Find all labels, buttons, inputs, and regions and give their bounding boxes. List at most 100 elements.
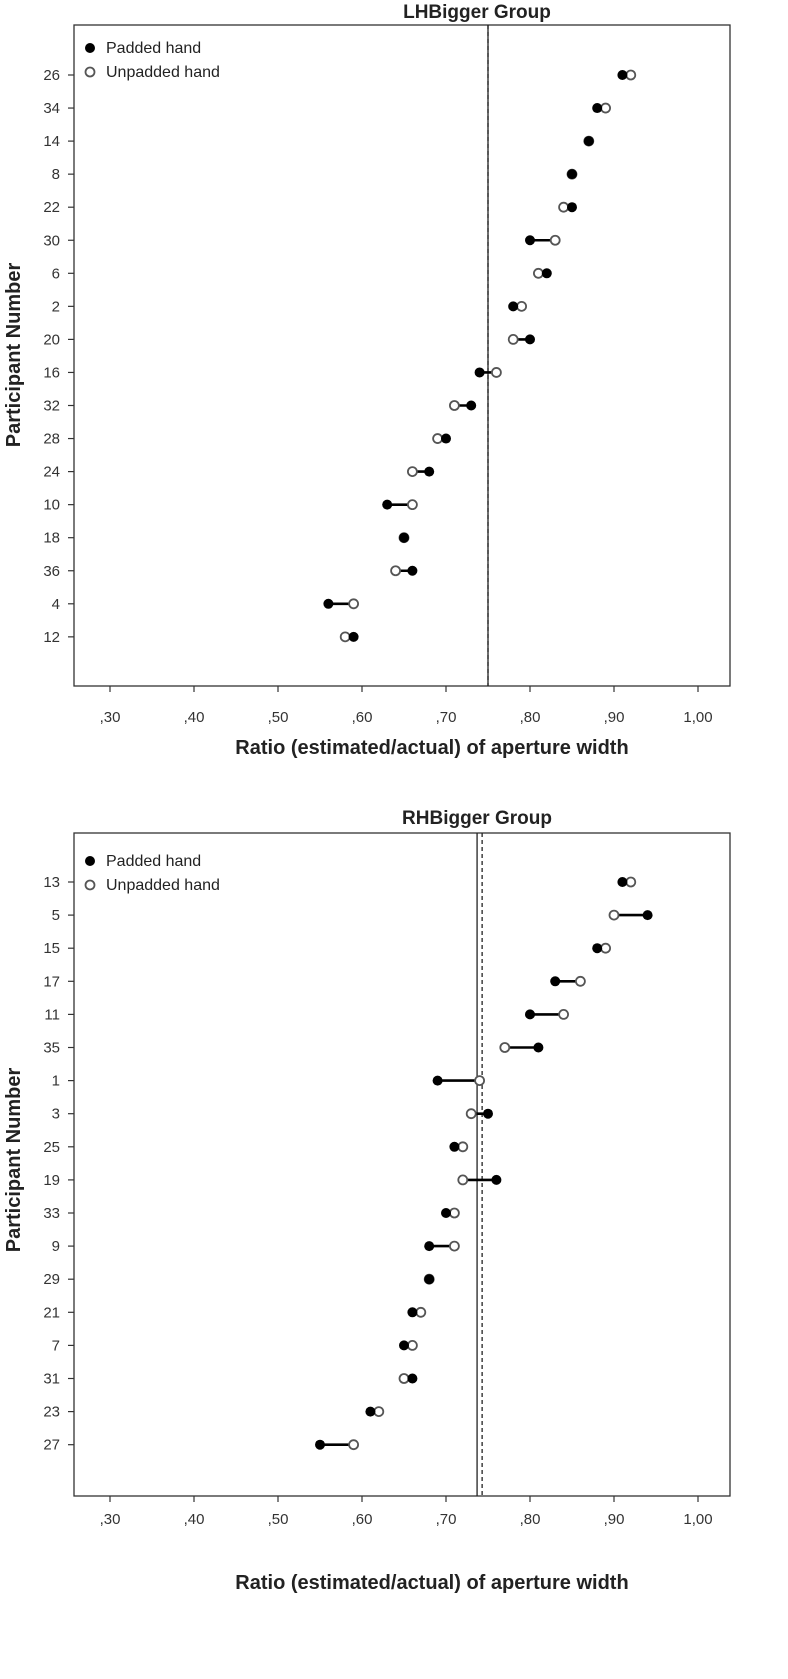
padded-hand-point [525, 235, 535, 246]
y-tick-label: 12 [43, 629, 60, 646]
padded-hand-point [424, 466, 435, 477]
y-tick-label: 2 [52, 298, 60, 315]
y-tick-label: 15 [43, 940, 60, 957]
padded-hand-point [424, 1274, 435, 1285]
unpadded-hand-point [507, 333, 519, 345]
y-tick-label: 23 [43, 1404, 60, 1421]
y-tick-label: 9 [52, 1238, 60, 1255]
y-tick-label: 24 [43, 464, 60, 481]
unpadded-hand-point [406, 466, 418, 478]
unpadded-hand-point [549, 234, 561, 246]
padded-hand-point [432, 1075, 443, 1086]
unpadded-hand-point [499, 1042, 511, 1053]
unpadded-hand-point [432, 433, 444, 444]
padded-hand-point [567, 169, 577, 180]
unpadded-hand-point [398, 1373, 410, 1384]
x-tick-label: ,60 [352, 709, 373, 726]
y-tick-label: 26 [43, 67, 60, 84]
x-tick-label: ,60 [352, 1511, 373, 1528]
y-tick-label: 34 [43, 100, 60, 117]
legend-label: Unpadded hand [106, 877, 220, 894]
padded-hand-point [407, 1307, 418, 1318]
y-tick-label: 35 [43, 1040, 60, 1057]
padded-hand-point [474, 367, 485, 378]
padded-hand-point [382, 499, 393, 510]
y-tick-label: 29 [43, 1271, 60, 1288]
unpadded-hand-point [348, 1439, 360, 1451]
legend-label: Padded hand [106, 40, 201, 57]
padded-hand-point [617, 70, 628, 80]
legend: Padded hand Unpadded hand [84, 853, 220, 894]
unpadded-hand-point [558, 1009, 569, 1020]
padded-hand-point [424, 1241, 435, 1252]
y-axis-label: Participant Number [3, 263, 25, 448]
y-tick-label: 5 [52, 907, 60, 924]
padded-hand-point [617, 877, 628, 887]
unpadded-hand-point [575, 975, 586, 987]
legend-marker-padded [85, 856, 95, 866]
y-tick-label: 18 [43, 530, 60, 547]
unpadded-hand-point [457, 1141, 469, 1153]
plot-frame [73, 832, 731, 1497]
y-tick-label: 25 [43, 1139, 60, 1156]
padded-hand-point [525, 1009, 535, 1020]
y-tick-label: 8 [52, 166, 60, 183]
y-tick-label: 4 [52, 596, 60, 613]
legend: Padded hand Unpadded hand [84, 40, 220, 81]
padded-hand-point [441, 1208, 451, 1218]
x-tick-label: ,50 [268, 709, 289, 726]
padded-hand-point [441, 433, 451, 444]
chart-title: LHBigger Group [403, 2, 551, 23]
y-tick-label: 14 [43, 133, 60, 150]
y-tick-label: 33 [43, 1205, 60, 1222]
padded-hand-point [348, 631, 359, 642]
y-tick-label: 31 [43, 1371, 60, 1388]
unpadded-hand-point [415, 1306, 427, 1318]
unpadded-hand-point [516, 300, 527, 312]
unpadded-hand-point [490, 367, 502, 378]
unpadded-hand-point [448, 400, 460, 411]
y-tick-label: 3 [52, 1106, 60, 1123]
padded-hand-point [365, 1406, 376, 1417]
unpadded-hand-point [457, 1174, 469, 1186]
legend-marker-padded [85, 43, 95, 53]
padded-hand-point [315, 1439, 325, 1450]
unpadded-hand-point [373, 1406, 385, 1417]
unpadded-hand-point [533, 267, 544, 279]
y-tick-label: 10 [43, 497, 60, 514]
unpadded-hand-point [448, 1207, 460, 1219]
x-axis-label: Ratio (estimated/actual) of aperture wid… [235, 737, 628, 759]
y-tick-label: 21 [43, 1304, 60, 1321]
padded-hand-point [525, 334, 535, 345]
padded-hand-point [533, 1042, 544, 1053]
unpadded-hand-point [390, 565, 402, 577]
padded-hand-point [399, 1340, 409, 1351]
legend-label: Unpadded hand [106, 64, 220, 81]
y-tick-label: 13 [43, 874, 60, 891]
plot-frame [73, 24, 731, 687]
unpadded-hand-point [600, 102, 611, 114]
unpadded-hand-point [625, 69, 637, 81]
x-tick-label: ,70 [436, 709, 457, 726]
y-tick-label: 20 [43, 331, 60, 348]
unpadded-hand-point [558, 201, 569, 213]
legend-marker-unpadded [84, 879, 96, 891]
x-tick-label: ,30 [100, 1511, 121, 1528]
y-tick-label: 32 [43, 398, 60, 415]
padded-hand-point [466, 400, 477, 411]
padded-hand-point [407, 1373, 418, 1384]
y-tick-label: 16 [43, 364, 60, 381]
y-tick-label: 17 [43, 973, 60, 990]
padded-hand-point [550, 976, 561, 987]
y-tick-label: 36 [43, 563, 60, 580]
y-tick-label: 27 [43, 1437, 60, 1454]
unpadded-hand-point [448, 1240, 460, 1252]
unpadded-hand-point [406, 1340, 418, 1351]
y-tick-label: 30 [43, 232, 60, 249]
y-tick-label: 22 [43, 199, 60, 216]
y-tick-label: 1 [52, 1073, 60, 1090]
unpadded-hand-point [474, 1075, 486, 1086]
x-tick-label: ,40 [184, 1511, 205, 1528]
x-tick-label: 1,00 [683, 1511, 712, 1528]
